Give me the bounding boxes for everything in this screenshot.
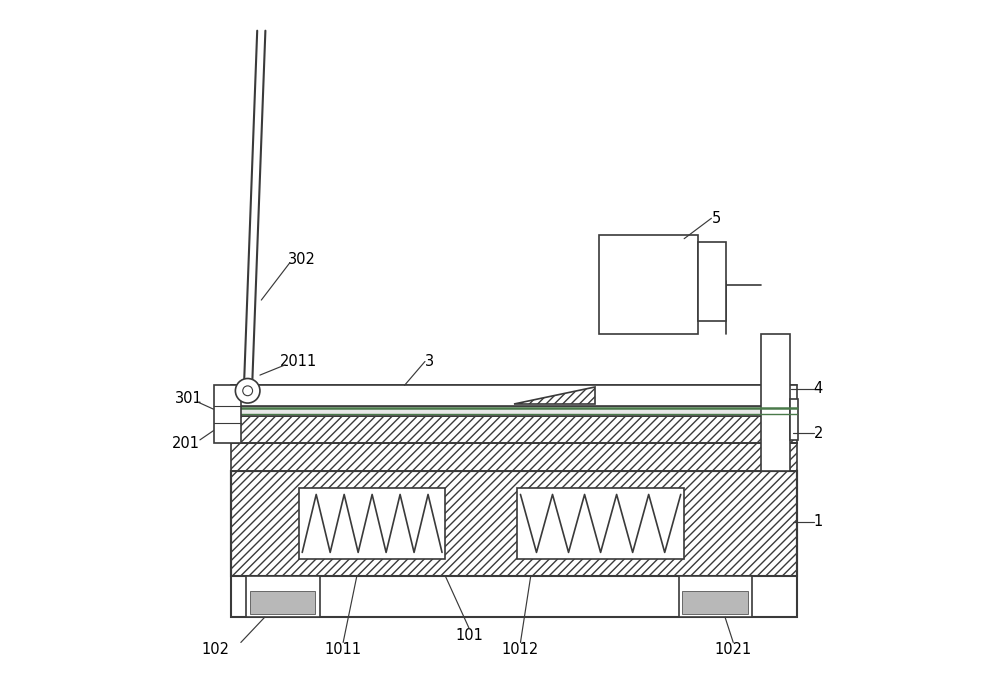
Bar [698,242,726,321]
Bar [517,488,684,559]
Circle shape [235,379,260,403]
Text: 1011: 1011 [325,642,362,657]
Bar [231,385,797,406]
Bar [231,406,797,416]
Text: 1021: 1021 [715,642,752,657]
Bar [231,416,797,443]
Text: 302: 302 [288,252,316,267]
Bar [250,591,315,614]
Text: 1: 1 [814,514,823,529]
Text: 5: 5 [711,211,721,226]
Bar [231,471,797,576]
Bar [231,471,797,576]
Bar [682,591,748,614]
Bar [231,443,797,471]
Text: 3: 3 [425,354,434,369]
Bar [790,399,798,440]
Bar [679,576,752,617]
Text: 201: 201 [172,436,200,451]
Text: 102: 102 [202,642,230,657]
Bar [214,385,241,443]
Text: 4: 4 [814,381,823,396]
Text: 2011: 2011 [280,354,317,369]
Polygon shape [514,387,595,404]
Text: 2: 2 [814,426,823,441]
Bar [231,471,797,617]
Text: 1012: 1012 [502,642,539,657]
Text: 301: 301 [174,391,202,406]
Bar [599,235,698,334]
Bar [761,334,790,471]
Text: 101: 101 [455,628,483,643]
Bar [246,576,320,617]
Circle shape [243,386,253,396]
Bar [299,488,445,559]
